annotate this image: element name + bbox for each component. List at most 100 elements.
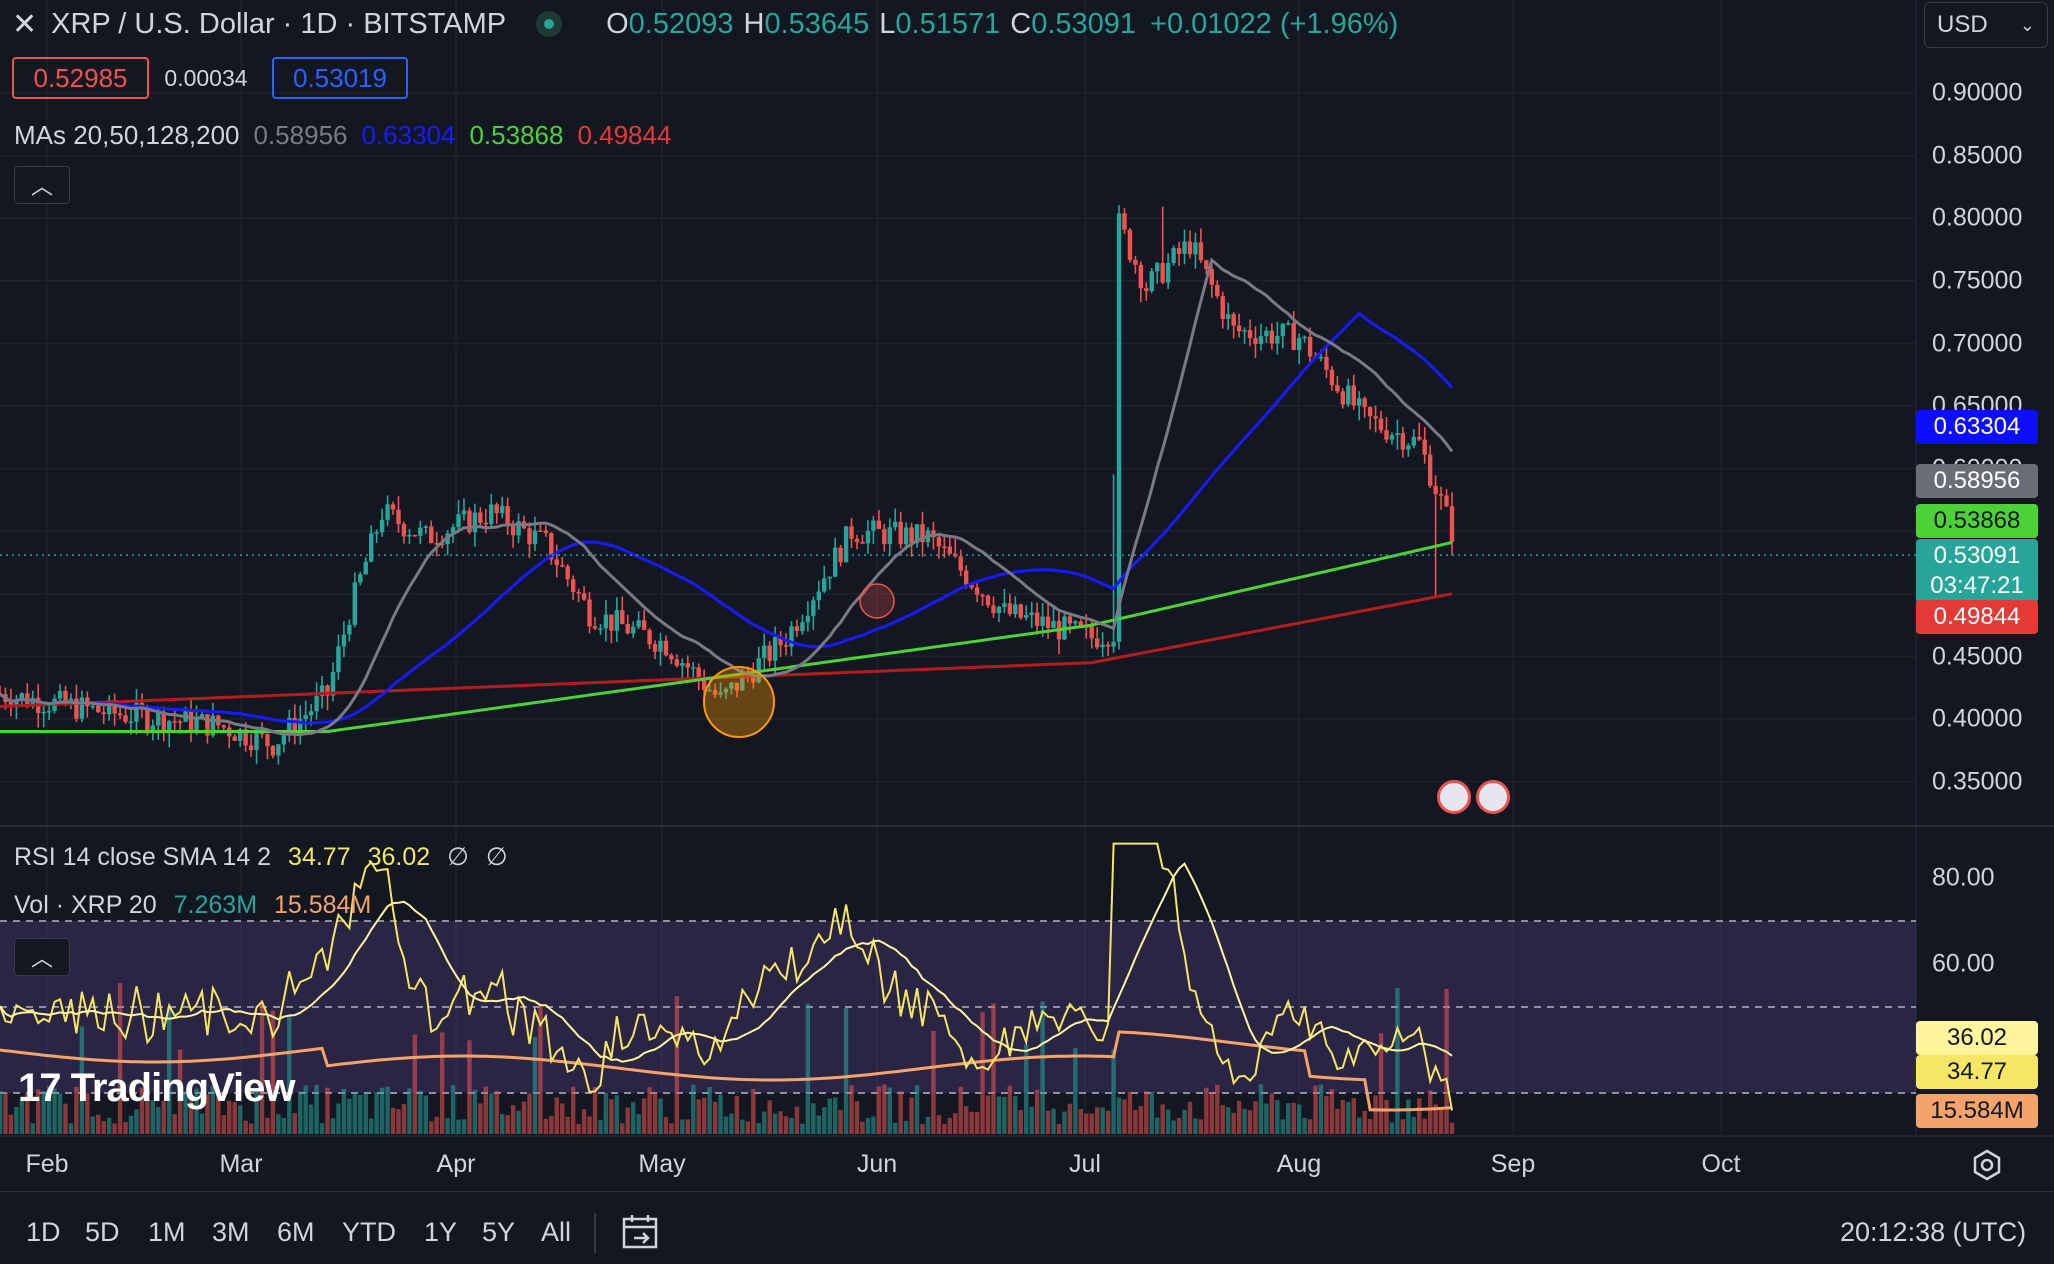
timeframe-5d[interactable]: 5D <box>85 1217 120 1247</box>
volume-bar <box>1329 1089 1335 1134</box>
candle-body <box>412 534 418 537</box>
volume-bar <box>942 1123 947 1134</box>
volume-bar <box>822 1107 827 1134</box>
sell-button[interactable]: 0.52985 <box>12 57 149 99</box>
volume-legend[interactable]: Vol · XRP 20 7.263M 15.584M <box>14 891 371 920</box>
volume-bar <box>216 1094 221 1134</box>
volume-bar <box>123 1122 128 1134</box>
volume-bar <box>985 1095 991 1134</box>
candle-body <box>614 610 620 631</box>
candle-body <box>1253 338 1258 345</box>
timeframe-ytd[interactable]: YTD <box>342 1217 396 1247</box>
volume-bar <box>1067 1103 1073 1134</box>
candle-body <box>210 715 216 736</box>
volume-bar <box>1073 1048 1078 1134</box>
candle-body <box>947 546 953 554</box>
volume-bar <box>341 1088 347 1134</box>
currency-select[interactable]: USD ⌄ <box>1924 2 2048 48</box>
ma128-line <box>0 541 1453 733</box>
us-flag-event-icon[interactable] <box>1476 780 1510 814</box>
candle-body <box>903 527 909 545</box>
volume-bar <box>756 1123 761 1134</box>
symbol-title[interactable]: XRP / U.S. Dollar · 1D · BITSTAMP <box>51 7 507 40</box>
volume-bar <box>412 1034 418 1134</box>
volume-bar <box>740 1119 745 1134</box>
timeframe-5y[interactable]: 5Y <box>482 1217 516 1247</box>
candle-body <box>920 524 925 543</box>
close-icon[interactable]: ✕ <box>12 7 38 41</box>
volume-bar <box>188 1096 194 1134</box>
candle-body <box>401 524 407 537</box>
volume-bar <box>1209 1092 1215 1134</box>
candle-body <box>581 593 587 600</box>
rsi-na-2: ∅ <box>485 843 508 871</box>
candle-body <box>1406 445 1411 450</box>
buy-button[interactable]: 0.53019 <box>272 57 408 99</box>
volume-bar <box>30 1123 35 1134</box>
timeframe-3m[interactable]: 3M <box>212 1217 250 1247</box>
candle-body <box>1335 385 1340 392</box>
candle-body <box>407 534 412 537</box>
volume-bar <box>379 1087 385 1134</box>
candle-body <box>1144 288 1149 292</box>
volume-bar <box>167 1006 172 1134</box>
volume-bar <box>521 1101 527 1134</box>
tradingview-logo: 17 TradingView <box>18 1066 296 1111</box>
candle-body <box>483 522 489 525</box>
candle-body <box>680 663 685 666</box>
volume-bar <box>963 1106 969 1134</box>
volume-bar <box>1389 1122 1395 1134</box>
candle-body <box>1286 323 1291 325</box>
candle-body <box>527 528 532 545</box>
volume-bar <box>734 1096 740 1134</box>
volume-bar <box>445 1118 450 1134</box>
timeframe-all[interactable]: All <box>541 1217 572 1247</box>
market-status-icon[interactable] <box>536 11 563 37</box>
timeframe-1y[interactable]: 1Y <box>424 1217 458 1247</box>
candle-body <box>489 504 494 524</box>
price-tick: 0.75000 <box>1932 266 2023 295</box>
candle-body <box>1367 407 1373 417</box>
candle-body <box>499 505 505 514</box>
timeframe-1d[interactable]: 1D <box>26 1217 61 1247</box>
volume-bar <box>96 1114 101 1134</box>
volume-bar <box>243 1120 248 1134</box>
candle-body <box>439 543 445 546</box>
price-tick: 0.90000 <box>1932 78 2023 107</box>
volume-bar <box>614 1095 620 1134</box>
rsi-legend[interactable]: RSI 14 close SMA 14 2 34.77 36.02 ∅ ∅ <box>14 842 508 872</box>
ma-legend[interactable]: MAs 20,50,128,200 0.58956 0.63304 0.53868 0.… <box>14 120 685 151</box>
ma128-value: 0.53868 <box>469 120 564 150</box>
candle-body <box>592 626 598 629</box>
volume-bar <box>680 1119 685 1134</box>
date-range-calendar-icon[interactable] <box>620 1212 662 1252</box>
volume-label: Vol · XRP 20 <box>14 891 157 919</box>
volume-bar <box>1264 1103 1269 1134</box>
candle-body <box>112 700 117 714</box>
candle-body <box>303 715 308 720</box>
volume-bar <box>854 1101 860 1134</box>
volume-bar <box>707 1086 712 1134</box>
price-chart[interactable] <box>0 0 2054 1191</box>
candle-body <box>882 528 887 545</box>
collapse-volume-legend-button[interactable]: ︿ <box>14 938 70 976</box>
candle-body <box>1127 229 1133 260</box>
ma20-line <box>0 257 1454 737</box>
us-flag-event-icon[interactable] <box>1437 780 1471 814</box>
candle-body <box>696 667 701 679</box>
candle-body <box>1002 603 1007 607</box>
volume-bar <box>1253 1101 1258 1134</box>
candle-body <box>985 595 991 606</box>
price-tick: 0.85000 <box>1932 141 2023 170</box>
candle-body <box>876 520 882 529</box>
candle-body <box>270 746 276 756</box>
candle-body <box>1034 612 1040 626</box>
collapse-legend-button[interactable]: ︿ <box>14 166 70 204</box>
volume-bar <box>1045 1110 1051 1134</box>
candle-body <box>1373 416 1378 419</box>
timeframe-1m[interactable]: 1M <box>148 1217 186 1247</box>
candle-body <box>1225 314 1231 319</box>
utc-clock[interactable]: 20:12:38 (UTC) <box>1840 1217 2027 1247</box>
settings-gear-icon[interactable] <box>1970 1148 2004 1182</box>
timeframe-6m[interactable]: 6M <box>277 1217 315 1247</box>
